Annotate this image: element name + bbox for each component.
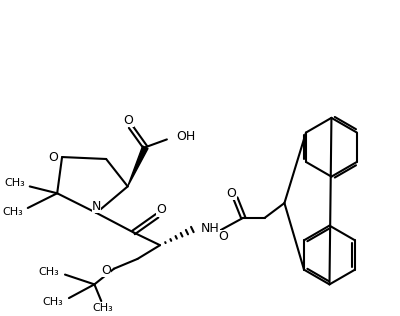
Text: O: O [156, 204, 166, 216]
Text: O: O [124, 114, 134, 127]
Text: NH: NH [201, 222, 220, 235]
Text: N: N [92, 199, 101, 213]
Text: OH: OH [177, 130, 196, 143]
Text: CH₃: CH₃ [38, 267, 59, 276]
Polygon shape [128, 146, 148, 186]
Text: CH₃: CH₃ [4, 178, 25, 187]
Text: O: O [226, 187, 236, 200]
Text: O: O [48, 150, 58, 164]
Text: CH₃: CH₃ [93, 303, 114, 313]
Text: CH₃: CH₃ [42, 297, 63, 307]
Text: O: O [218, 230, 228, 243]
Text: O: O [101, 264, 111, 277]
Text: CH₃: CH₃ [2, 207, 23, 217]
